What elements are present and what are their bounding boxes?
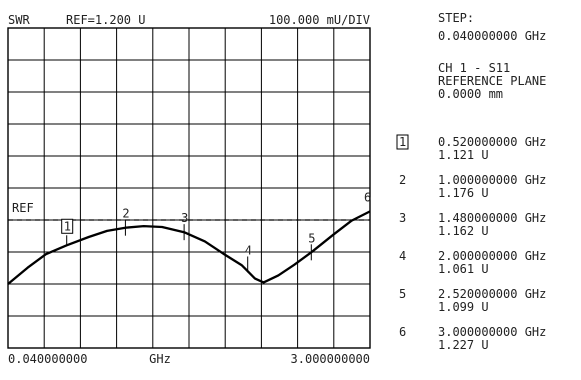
chart-marker-2: 2 bbox=[122, 207, 130, 236]
marker-id: 6 bbox=[399, 325, 406, 339]
marker-id: 2 bbox=[399, 173, 406, 187]
chart-marker-box bbox=[61, 218, 74, 234]
chart-marker-3: 3 bbox=[181, 211, 188, 241]
marker-value: 1.099 U bbox=[438, 300, 489, 314]
chart-marker-5: 5 bbox=[308, 231, 316, 261]
chart-marker-label: 2 bbox=[122, 207, 129, 221]
marker-id: 3 bbox=[399, 211, 406, 225]
marker-value: 1.176 U bbox=[438, 186, 489, 200]
chart-marker-4: 4 bbox=[245, 243, 252, 273]
step-label: STEP: bbox=[438, 11, 474, 25]
plot-grid bbox=[7, 27, 371, 349]
reference-label: REF=1.200 U bbox=[66, 13, 145, 27]
reference-plane-value: 0.0000 mm bbox=[438, 87, 503, 101]
marker-frequency: 2.000000000 GHz bbox=[438, 249, 546, 263]
mode-label: SWR bbox=[8, 13, 30, 27]
reference-line-label: REF bbox=[12, 201, 34, 215]
start-frequency: 0.040000000 bbox=[8, 352, 87, 366]
chart-marker-label: 3 bbox=[181, 211, 188, 225]
chart-marker-label: 4 bbox=[245, 243, 252, 257]
chart-marker-1: 1 bbox=[61, 218, 74, 246]
marker-frequency: 1.000000000 GHz bbox=[438, 173, 546, 187]
marker-value: 1.227 U bbox=[438, 338, 489, 352]
marker-id-box bbox=[396, 134, 409, 150]
chart-markers: 1 2 3 4 5 6 bbox=[61, 190, 371, 273]
scale-label: 100.000 mU/DIV bbox=[269, 13, 370, 27]
step-value: 0.040000000 GHz bbox=[438, 29, 546, 43]
marker-frequency: 3.000000000 GHz bbox=[438, 325, 546, 339]
marker-frequency: 0.520000000 GHz bbox=[438, 135, 546, 149]
marker-value: 1.061 U bbox=[438, 262, 489, 276]
stop-frequency: 3.000000000 bbox=[291, 352, 370, 366]
reference-plane-label: REFERENCE PLANE bbox=[438, 74, 546, 88]
channel-label: CH 1 - S11 bbox=[438, 61, 510, 75]
marker-frequency: 2.520000000 GHz bbox=[438, 287, 546, 301]
marker-id: 4 bbox=[399, 249, 406, 263]
marker-id: 1 bbox=[399, 135, 406, 149]
marker-value: 1.162 U bbox=[438, 224, 489, 238]
marker-frequency: 1.480000000 GHz bbox=[438, 211, 546, 225]
chart-marker-label: 1 bbox=[64, 219, 71, 233]
side-panel: STEP: 0.040000000 GHz CH 1 - S11 REFEREN… bbox=[438, 11, 546, 101]
marker-value: 1.121 U bbox=[438, 148, 489, 162]
chart-marker-label: 6 bbox=[364, 190, 371, 204]
swr-trace bbox=[7, 210, 371, 285]
marker-id: 5 bbox=[399, 287, 406, 301]
chart-marker-label: 5 bbox=[308, 231, 315, 245]
frequency-unit: GHz bbox=[149, 352, 171, 366]
chart-marker-6: 6 bbox=[364, 190, 371, 204]
